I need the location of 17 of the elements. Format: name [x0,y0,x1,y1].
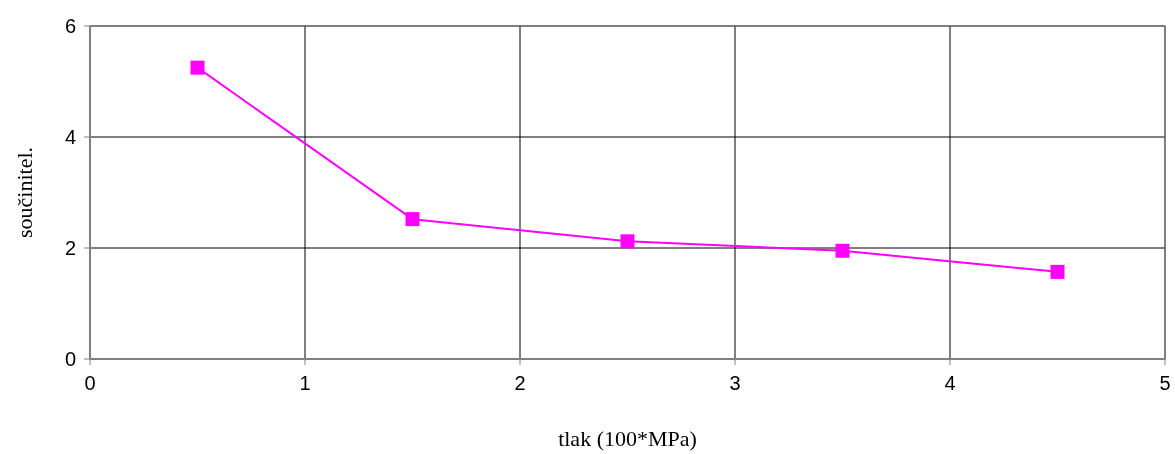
x-tick-label: 2 [514,372,526,394]
point [405,212,420,227]
x-tick-label: 5 [1159,372,1171,394]
point [835,243,850,258]
x-tick-label: 3 [729,372,741,394]
point [620,234,635,249]
y-tick-label: 6 [64,15,76,37]
point [1050,264,1065,279]
x-tick-label: 4 [944,372,956,394]
point [190,60,205,75]
x-tick-label: 1 [299,372,311,394]
y-tick-label: 2 [64,237,76,259]
y-axis-title: součinitel. [12,146,37,239]
x-tick-label: 0 [84,372,96,394]
y-tick-label: 0 [64,348,76,370]
x-axis-title: tlak (100*MPa) [558,426,697,451]
y-tick-label: 4 [64,126,76,148]
